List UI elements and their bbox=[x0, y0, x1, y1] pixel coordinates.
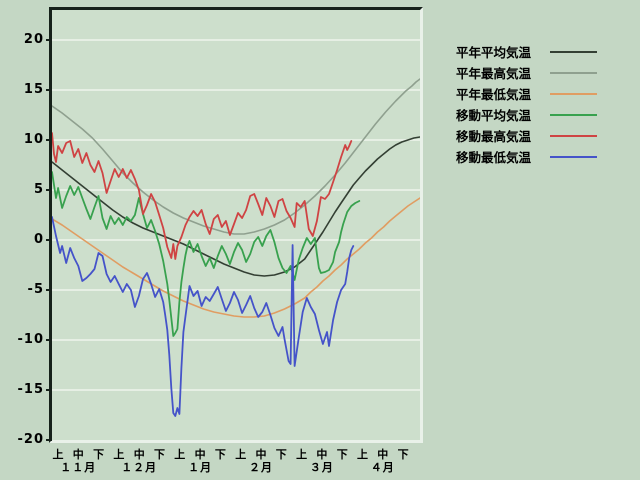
x-axis-period-label-5: 下 bbox=[154, 448, 165, 461]
series-line-3 bbox=[52, 171, 361, 337]
legend-item: 移動最低気温 bbox=[456, 146, 597, 167]
legend-line-swatch-moving-average bbox=[550, 113, 597, 116]
legend-label: 平年最高気温 bbox=[456, 66, 532, 81]
x-axis-month-label-２月: ２月 bbox=[249, 461, 273, 474]
plot-area bbox=[49, 7, 423, 443]
legend-item: 移動平均気温 bbox=[456, 104, 597, 125]
x-axis-period-label-3: 上 bbox=[113, 448, 125, 461]
legend-item: 移動最高気温 bbox=[456, 125, 597, 146]
gridline-y-10 bbox=[52, 339, 420, 341]
y-axis-tickmark bbox=[46, 289, 52, 291]
x-axis-period-label-6: 上 bbox=[174, 448, 186, 461]
y-axis-tickmark bbox=[46, 189, 52, 191]
y-axis-label-10: 10 bbox=[23, 132, 44, 147]
legend: 平年平均気温 平年最高気温 平年最低気温 移動平均気温 移動最高気温 移動最低気… bbox=[456, 41, 597, 167]
gridline-y20 bbox=[52, 39, 420, 41]
y-axis-label--20: -20 bbox=[17, 432, 44, 447]
legend-line-swatch-normal-min bbox=[550, 92, 597, 95]
series-line-2 bbox=[52, 197, 420, 318]
series-line-0 bbox=[52, 136, 420, 277]
y-axis-label-15: 15 bbox=[23, 82, 44, 97]
x-axis-period-label-9: 上 bbox=[235, 448, 247, 461]
x-axis-month-label-１１月: １１月 bbox=[60, 461, 97, 474]
legend-label: 移動平均気温 bbox=[456, 108, 532, 123]
legend-label: 平年最低気温 bbox=[456, 87, 532, 102]
y-axis-tickmark bbox=[46, 339, 52, 341]
legend-item: 平年最低気温 bbox=[456, 83, 597, 104]
gridline-y0 bbox=[52, 239, 420, 241]
x-axis-period-label-14: 下 bbox=[336, 448, 348, 461]
y-axis-label-20: 20 bbox=[23, 32, 44, 47]
y-axis-label--5: -5 bbox=[27, 282, 44, 297]
legend-line-swatch-normal-max bbox=[550, 71, 597, 74]
x-axis-period-label-4: 中 bbox=[133, 448, 145, 461]
legend-item: 平年最高気温 bbox=[456, 62, 597, 83]
y-axis-tickmark bbox=[46, 39, 52, 41]
x-axis-period-label-12: 上 bbox=[296, 448, 308, 461]
x-axis-period-label-15: 上 bbox=[357, 448, 368, 461]
gridline-y10 bbox=[52, 139, 420, 141]
x-axis-period-label-13: 中 bbox=[316, 448, 328, 461]
y-axis-tickmark bbox=[46, 389, 52, 391]
y-axis-tickmark bbox=[46, 139, 52, 141]
y-axis-label-5: 5 bbox=[33, 182, 44, 197]
x-axis-period-label-17: 下 bbox=[397, 448, 409, 461]
x-axis-month-label-１２月: １２月 bbox=[121, 461, 158, 474]
legend-label: 移動最高気温 bbox=[456, 129, 532, 144]
x-axis-month-label-１月: １月 bbox=[188, 461, 213, 474]
y-axis-tickmark bbox=[46, 89, 52, 91]
series-line-4 bbox=[52, 132, 353, 260]
x-axis-period-label-11: 下 bbox=[275, 448, 287, 461]
x-axis-period-label-7: 中 bbox=[194, 448, 206, 461]
legend-label: 平年平均気温 bbox=[456, 45, 532, 60]
legend-line-swatch-normal-average bbox=[550, 50, 597, 53]
y-axis-tickmark bbox=[46, 439, 52, 441]
gridline-y-15 bbox=[52, 389, 420, 391]
legend-line-swatch-moving-min bbox=[550, 155, 597, 158]
legend-line-swatch-moving-max bbox=[550, 134, 597, 137]
gridline-y-5 bbox=[52, 289, 420, 291]
y-axis-label--10: -10 bbox=[17, 332, 44, 347]
gridline-y15 bbox=[52, 89, 420, 91]
x-axis-period-label-8: 下 bbox=[214, 448, 226, 461]
chart-series-canvas bbox=[52, 78, 420, 417]
x-axis-month-label-３月: ３月 bbox=[309, 461, 334, 474]
y-axis-tickmark bbox=[46, 239, 52, 241]
x-axis-period-label-10: 中 bbox=[255, 448, 267, 461]
y-axis-label--15: -15 bbox=[17, 382, 44, 397]
series-line-1 bbox=[52, 78, 420, 235]
legend-item: 平年平均気温 bbox=[456, 41, 597, 62]
x-axis-period-label-2: 下 bbox=[93, 448, 105, 461]
x-axis-period-label-1: 中 bbox=[72, 448, 84, 461]
x-axis-period-label-0: 上 bbox=[52, 448, 64, 461]
x-axis-month-label-４月: ４月 bbox=[370, 461, 395, 474]
x-axis-period-label-16: 中 bbox=[377, 448, 389, 461]
legend-label: 移動最低気温 bbox=[456, 150, 532, 165]
gridline-y5 bbox=[52, 189, 420, 191]
y-axis-label-0: 0 bbox=[33, 232, 44, 247]
series-line-5 bbox=[52, 216, 355, 417]
